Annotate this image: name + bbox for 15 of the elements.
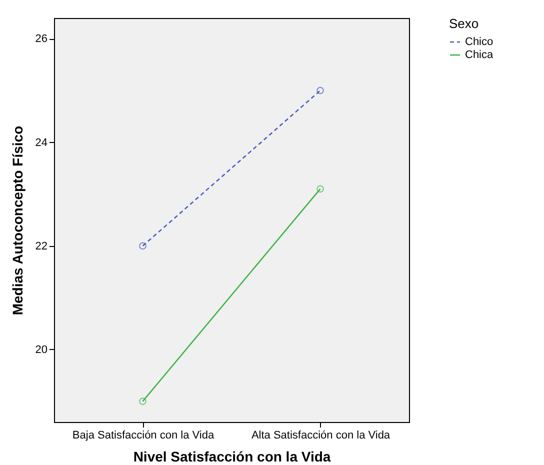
- x-tick-label: Baja Satisfacción con la Vida: [72, 430, 215, 442]
- legend-title: Sexo: [449, 16, 479, 31]
- y-tick-label: 22: [35, 240, 48, 252]
- point: [139, 398, 146, 405]
- y-tick-label: 20: [35, 344, 48, 356]
- point: [139, 242, 146, 250]
- x-tick-label: Alta Satisfacción con la Vida: [251, 430, 391, 442]
- x-axis-title: Nivel Satisfacción con la Vida: [133, 448, 331, 464]
- point: [316, 86, 324, 94]
- legend-label: Chica: [465, 49, 494, 61]
- y-axis-title: Medias Autoconcepto Físico: [9, 126, 26, 316]
- point: [316, 185, 324, 193]
- legend-label: Chico: [465, 36, 494, 48]
- y-tick-label: 24: [35, 136, 48, 149]
- y-tick-label: 26: [35, 33, 48, 46]
